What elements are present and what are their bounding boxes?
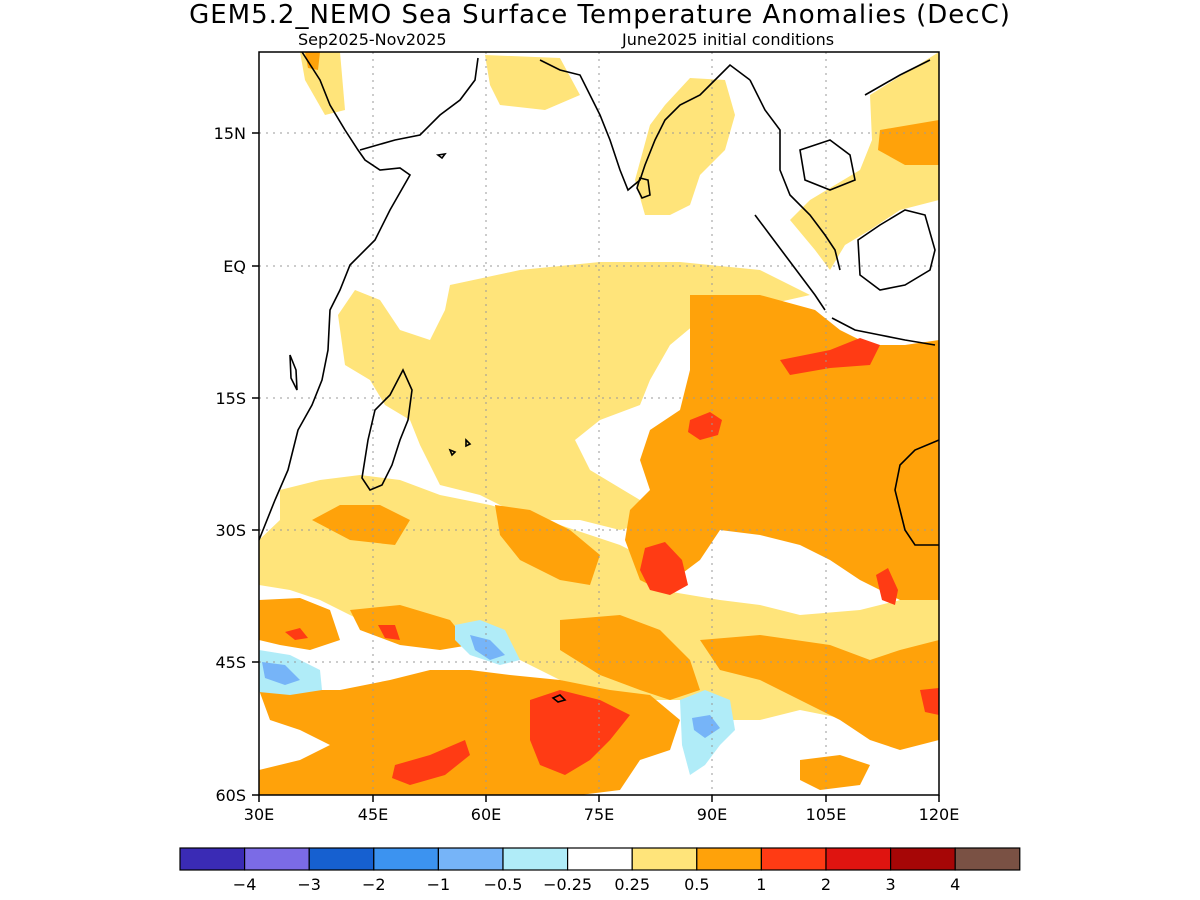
- colorbar-label: −2: [362, 875, 386, 894]
- colorbar-label: −0.25: [543, 875, 592, 894]
- colorbar-labels: −4 −3 −2 −1 −0.5 −0.25 0.25 0.5 1 2 3 4: [233, 875, 960, 894]
- colorbar-swatch: [244, 847, 310, 871]
- coastlines: [259, 52, 939, 703]
- anomaly-neg-050: [262, 635, 720, 738]
- colorbar-label: −4: [233, 875, 257, 894]
- colorbar-swatch: [825, 847, 892, 871]
- colorbar-label: −0.5: [484, 875, 523, 894]
- map-ticks: [252, 132, 940, 802]
- colorbar-swatch: [373, 847, 439, 871]
- colorbar-label: 2: [821, 875, 831, 894]
- lat-label: 15N: [214, 124, 246, 143]
- anomaly-field: [259, 52, 939, 795]
- colorbar-label: −1: [427, 875, 451, 894]
- anomaly-050-100: [259, 52, 939, 795]
- colorbar-label: 4: [950, 875, 960, 894]
- anomaly-100-200: [285, 338, 939, 785]
- colorbar-label: 0.25: [614, 875, 650, 894]
- lat-label: 30S: [215, 521, 246, 540]
- latitude-labels: 15N EQ 15S 30S 45S 60S: [214, 124, 246, 805]
- colorbar: [179, 847, 1021, 871]
- colorbar-swatch: [308, 847, 375, 871]
- colorbar-label: −3: [297, 875, 321, 894]
- lon-label: 30E: [244, 805, 274, 824]
- colorbar-label: 3: [886, 875, 896, 894]
- lat-label: 45S: [215, 653, 246, 672]
- colorbar-swatch: [566, 847, 633, 871]
- colorbar-swatch: [502, 847, 569, 871]
- lat-label: 15S: [215, 389, 246, 408]
- lat-label: EQ: [223, 257, 246, 276]
- lon-label: 120E: [919, 805, 960, 824]
- lon-label: 75E: [584, 805, 614, 824]
- colorbar-swatch: [889, 847, 956, 871]
- colorbar-swatch: [954, 847, 1021, 871]
- colorbar-swatch: [760, 847, 827, 871]
- lon-label: 60E: [471, 805, 501, 824]
- initial-conditions: June2025 initial conditions: [622, 30, 835, 49]
- colorbar-label: 0.5: [684, 875, 709, 894]
- colorbar-swatch: [179, 847, 246, 871]
- colorbar-swatch: [631, 847, 698, 871]
- colorbar-label: 1: [756, 875, 766, 894]
- map-title: GEM5.2_NEMO Sea Surface Temperature Anom…: [189, 0, 1011, 30]
- forecast-period: Sep2025-Nov2025: [298, 30, 447, 49]
- lon-label: 105E: [806, 805, 847, 824]
- colorbar-swatch: [696, 847, 762, 871]
- colorbar-swatch: [437, 847, 504, 871]
- lat-label: 60S: [215, 786, 246, 805]
- map-gridlines: [259, 52, 939, 795]
- longitude-labels: 30E 45E 60E 75E 90E 105E 120E: [244, 805, 960, 824]
- lon-label: 90E: [697, 805, 727, 824]
- lon-label: 45E: [358, 805, 388, 824]
